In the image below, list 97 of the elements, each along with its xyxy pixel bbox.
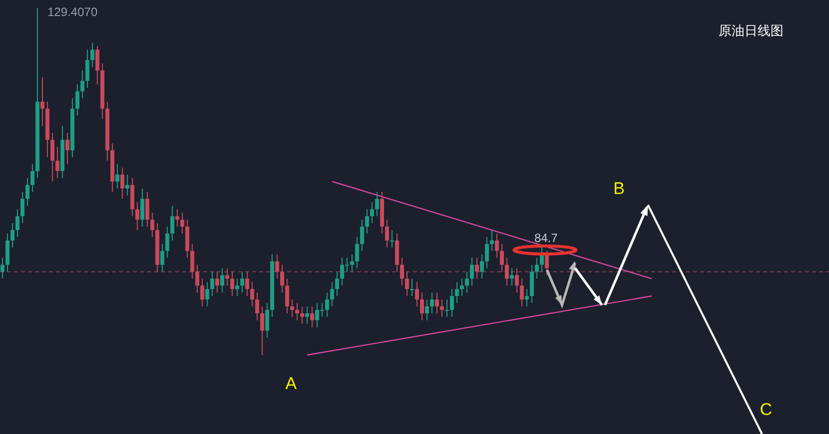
candlestick [145,191,150,228]
candlestick [365,208,370,234]
candlestick [20,191,24,224]
candlestick [200,278,204,307]
candlestick [165,226,170,258]
candlestick [430,292,434,314]
candlestick [275,254,280,280]
candlestick [504,257,509,286]
candlestick [125,174,130,196]
candlestick [464,271,469,294]
text: A [285,374,298,393]
candlestick [325,292,330,318]
candlestick [235,278,240,297]
candlestick [50,132,54,182]
candlestick [520,278,524,307]
candlestick [55,146,60,179]
candlestick [250,282,254,307]
candlestick [540,246,544,272]
candlestick [460,278,464,297]
candlestick [510,268,514,286]
text: 原油日线图 [718,23,784,38]
annotation: 129.4070 [47,5,98,19]
candlestick [444,298,449,318]
candlestick [75,84,80,116]
candlestick [400,257,404,286]
candlestick [480,254,484,280]
candlestick [424,298,429,321]
candlestick [474,257,479,280]
candlestick [215,271,220,294]
candlestick [290,298,294,318]
candlestick [65,132,70,165]
candlestick [30,164,34,192]
candlestick [245,271,250,297]
candlestick [524,288,529,307]
candlestick [285,278,290,314]
candlestick [80,70,84,99]
candlestick [434,292,439,314]
candlestick [225,268,230,286]
candlestick [484,236,489,269]
annotation: 84.7 [534,231,558,245]
text: C [760,400,772,419]
candlestick [494,233,499,258]
candlestick [260,306,264,356]
candlestick [210,271,214,297]
candlestick [180,212,184,234]
candlestick [40,76,44,126]
candlestick [330,282,334,307]
candlestick [410,278,414,297]
candlestick [10,222,14,248]
candlestick [25,178,30,206]
candlestick [490,230,494,252]
annotation: B [613,179,625,198]
candlestick [420,292,424,321]
candlestick [454,282,459,304]
candlestick [195,264,200,294]
candlestick [414,282,419,307]
candlestick [295,302,300,321]
candlestick [15,208,20,238]
candlestick [175,208,180,228]
candlestick [90,42,94,68]
candlestick [85,49,90,88]
candlestick [150,212,154,238]
candlestick [534,257,539,280]
candlestick [0,257,4,280]
candlestick [205,282,210,307]
candlestick [375,191,380,217]
candlestick [190,243,194,280]
candlestick [405,271,410,297]
candlestick [280,264,284,294]
candlestick [335,271,340,297]
candlestick [310,306,314,328]
candlestick [360,219,364,252]
candlestick [160,243,164,272]
candlestick [240,271,244,294]
candlestick [350,254,354,272]
candlestick [140,188,144,228]
candlestick [95,46,100,85]
candlestick [470,257,474,286]
candlestick [500,243,504,272]
candlestick [265,302,270,338]
candlestick [120,167,124,200]
candlestick [115,164,120,189]
candlestick [390,230,394,248]
candlestick [450,288,454,318]
candlestick [305,306,310,324]
candlestick [220,268,224,294]
candlestick [170,205,174,241]
candlestick [544,250,549,276]
candlestick [370,202,374,224]
candlestick [135,202,140,231]
candlestick [385,219,390,248]
candlestick [230,271,234,297]
candlestick [440,298,444,318]
candlestick [355,236,360,269]
candlestick [300,306,304,324]
candlestick [255,292,260,321]
candlestick [514,268,519,294]
